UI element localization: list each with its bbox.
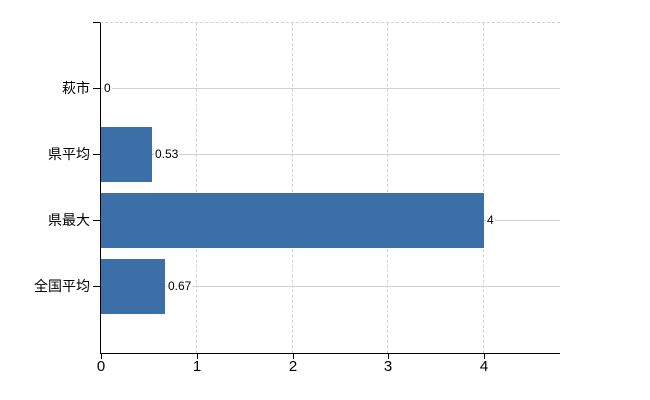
y-axis-tick: [93, 220, 100, 221]
data-label: 4: [486, 212, 495, 228]
vertical-gridline: [196, 23, 197, 353]
x-axis-tick: [484, 354, 485, 359]
vertical-gridline: [483, 23, 484, 353]
x-axis-tick-label: 1: [192, 358, 202, 375]
x-axis-tick-label: 3: [383, 358, 393, 375]
category-label: 全国平均: [34, 278, 90, 294]
y-axis-tick: [93, 154, 100, 155]
horizontal-gridline: [101, 154, 560, 155]
bar[interactable]: [101, 193, 484, 248]
x-axis-tick: [197, 354, 198, 359]
bar[interactable]: [101, 127, 152, 182]
vertical-gridline: [292, 23, 293, 353]
category-label: 県最大: [48, 212, 90, 228]
x-axis-tick: [388, 354, 389, 359]
x-axis-tick: [293, 354, 294, 359]
category-label: 県平均: [48, 146, 90, 162]
horizontal-gridline: [101, 88, 560, 89]
y-axis-tick: [93, 286, 100, 287]
x-axis-tick: [101, 354, 102, 359]
data-label: 0: [103, 80, 112, 96]
x-axis-tick-label: 0: [96, 358, 106, 375]
bar[interactable]: [101, 259, 165, 314]
y-axis-tick: [93, 88, 100, 89]
x-axis-tick-label: 4: [479, 358, 489, 375]
y-axis-end-tick: [93, 22, 100, 23]
data-label: 0.67: [167, 278, 193, 294]
category-label: 萩市: [62, 80, 90, 96]
horizontal-gridline: [101, 286, 560, 287]
plot-area: 0 0.53 4 0.67: [93, 22, 560, 359]
vertical-gridline: [387, 23, 388, 353]
x-axis-tick-label: 2: [288, 358, 298, 375]
data-label: 0.53: [154, 146, 180, 162]
